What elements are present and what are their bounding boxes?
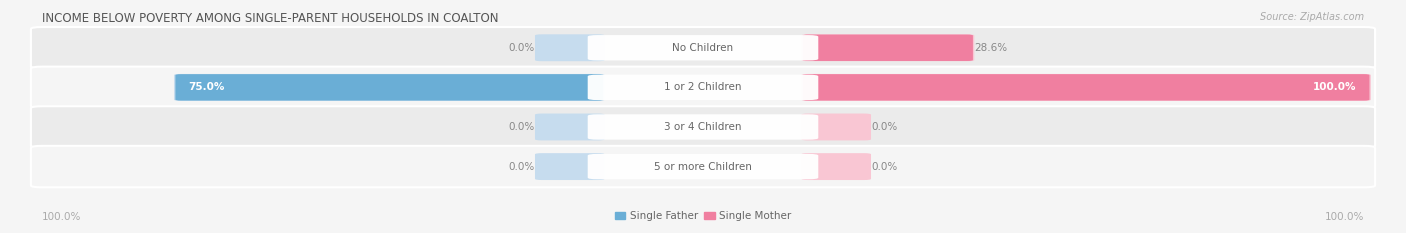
FancyBboxPatch shape [588, 75, 818, 100]
Text: 0.0%: 0.0% [509, 122, 534, 132]
FancyBboxPatch shape [31, 146, 1375, 187]
FancyBboxPatch shape [31, 27, 1375, 69]
FancyBboxPatch shape [803, 74, 1369, 101]
FancyBboxPatch shape [801, 113, 870, 140]
FancyBboxPatch shape [176, 74, 603, 101]
FancyBboxPatch shape [801, 153, 870, 180]
Text: 100.0%: 100.0% [1324, 212, 1364, 222]
Text: INCOME BELOW POVERTY AMONG SINGLE-PARENT HOUSEHOLDS IN COALTON: INCOME BELOW POVERTY AMONG SINGLE-PARENT… [42, 12, 499, 25]
Legend: Single Father, Single Mother: Single Father, Single Mother [610, 207, 796, 226]
FancyBboxPatch shape [31, 67, 1375, 108]
Text: 100.0%: 100.0% [1313, 82, 1357, 92]
Text: 0.0%: 0.0% [509, 162, 534, 171]
FancyBboxPatch shape [801, 34, 974, 61]
FancyBboxPatch shape [534, 153, 605, 180]
Text: 28.6%: 28.6% [974, 43, 1008, 53]
FancyBboxPatch shape [31, 106, 1375, 148]
Text: 5 or more Children: 5 or more Children [654, 162, 752, 171]
FancyBboxPatch shape [588, 35, 818, 60]
Text: 75.0%: 75.0% [188, 82, 225, 92]
Text: 0.0%: 0.0% [870, 122, 897, 132]
FancyBboxPatch shape [534, 34, 605, 61]
Text: 3 or 4 Children: 3 or 4 Children [664, 122, 742, 132]
FancyBboxPatch shape [588, 154, 818, 179]
Text: Source: ZipAtlas.com: Source: ZipAtlas.com [1260, 12, 1364, 22]
Text: No Children: No Children [672, 43, 734, 53]
Text: 1 or 2 Children: 1 or 2 Children [664, 82, 742, 92]
Text: 100.0%: 100.0% [42, 212, 82, 222]
FancyBboxPatch shape [803, 34, 973, 61]
FancyBboxPatch shape [588, 114, 818, 140]
Text: 0.0%: 0.0% [870, 162, 897, 171]
Text: 0.0%: 0.0% [509, 43, 534, 53]
FancyBboxPatch shape [174, 74, 605, 101]
FancyBboxPatch shape [534, 113, 605, 140]
FancyBboxPatch shape [801, 74, 1371, 101]
